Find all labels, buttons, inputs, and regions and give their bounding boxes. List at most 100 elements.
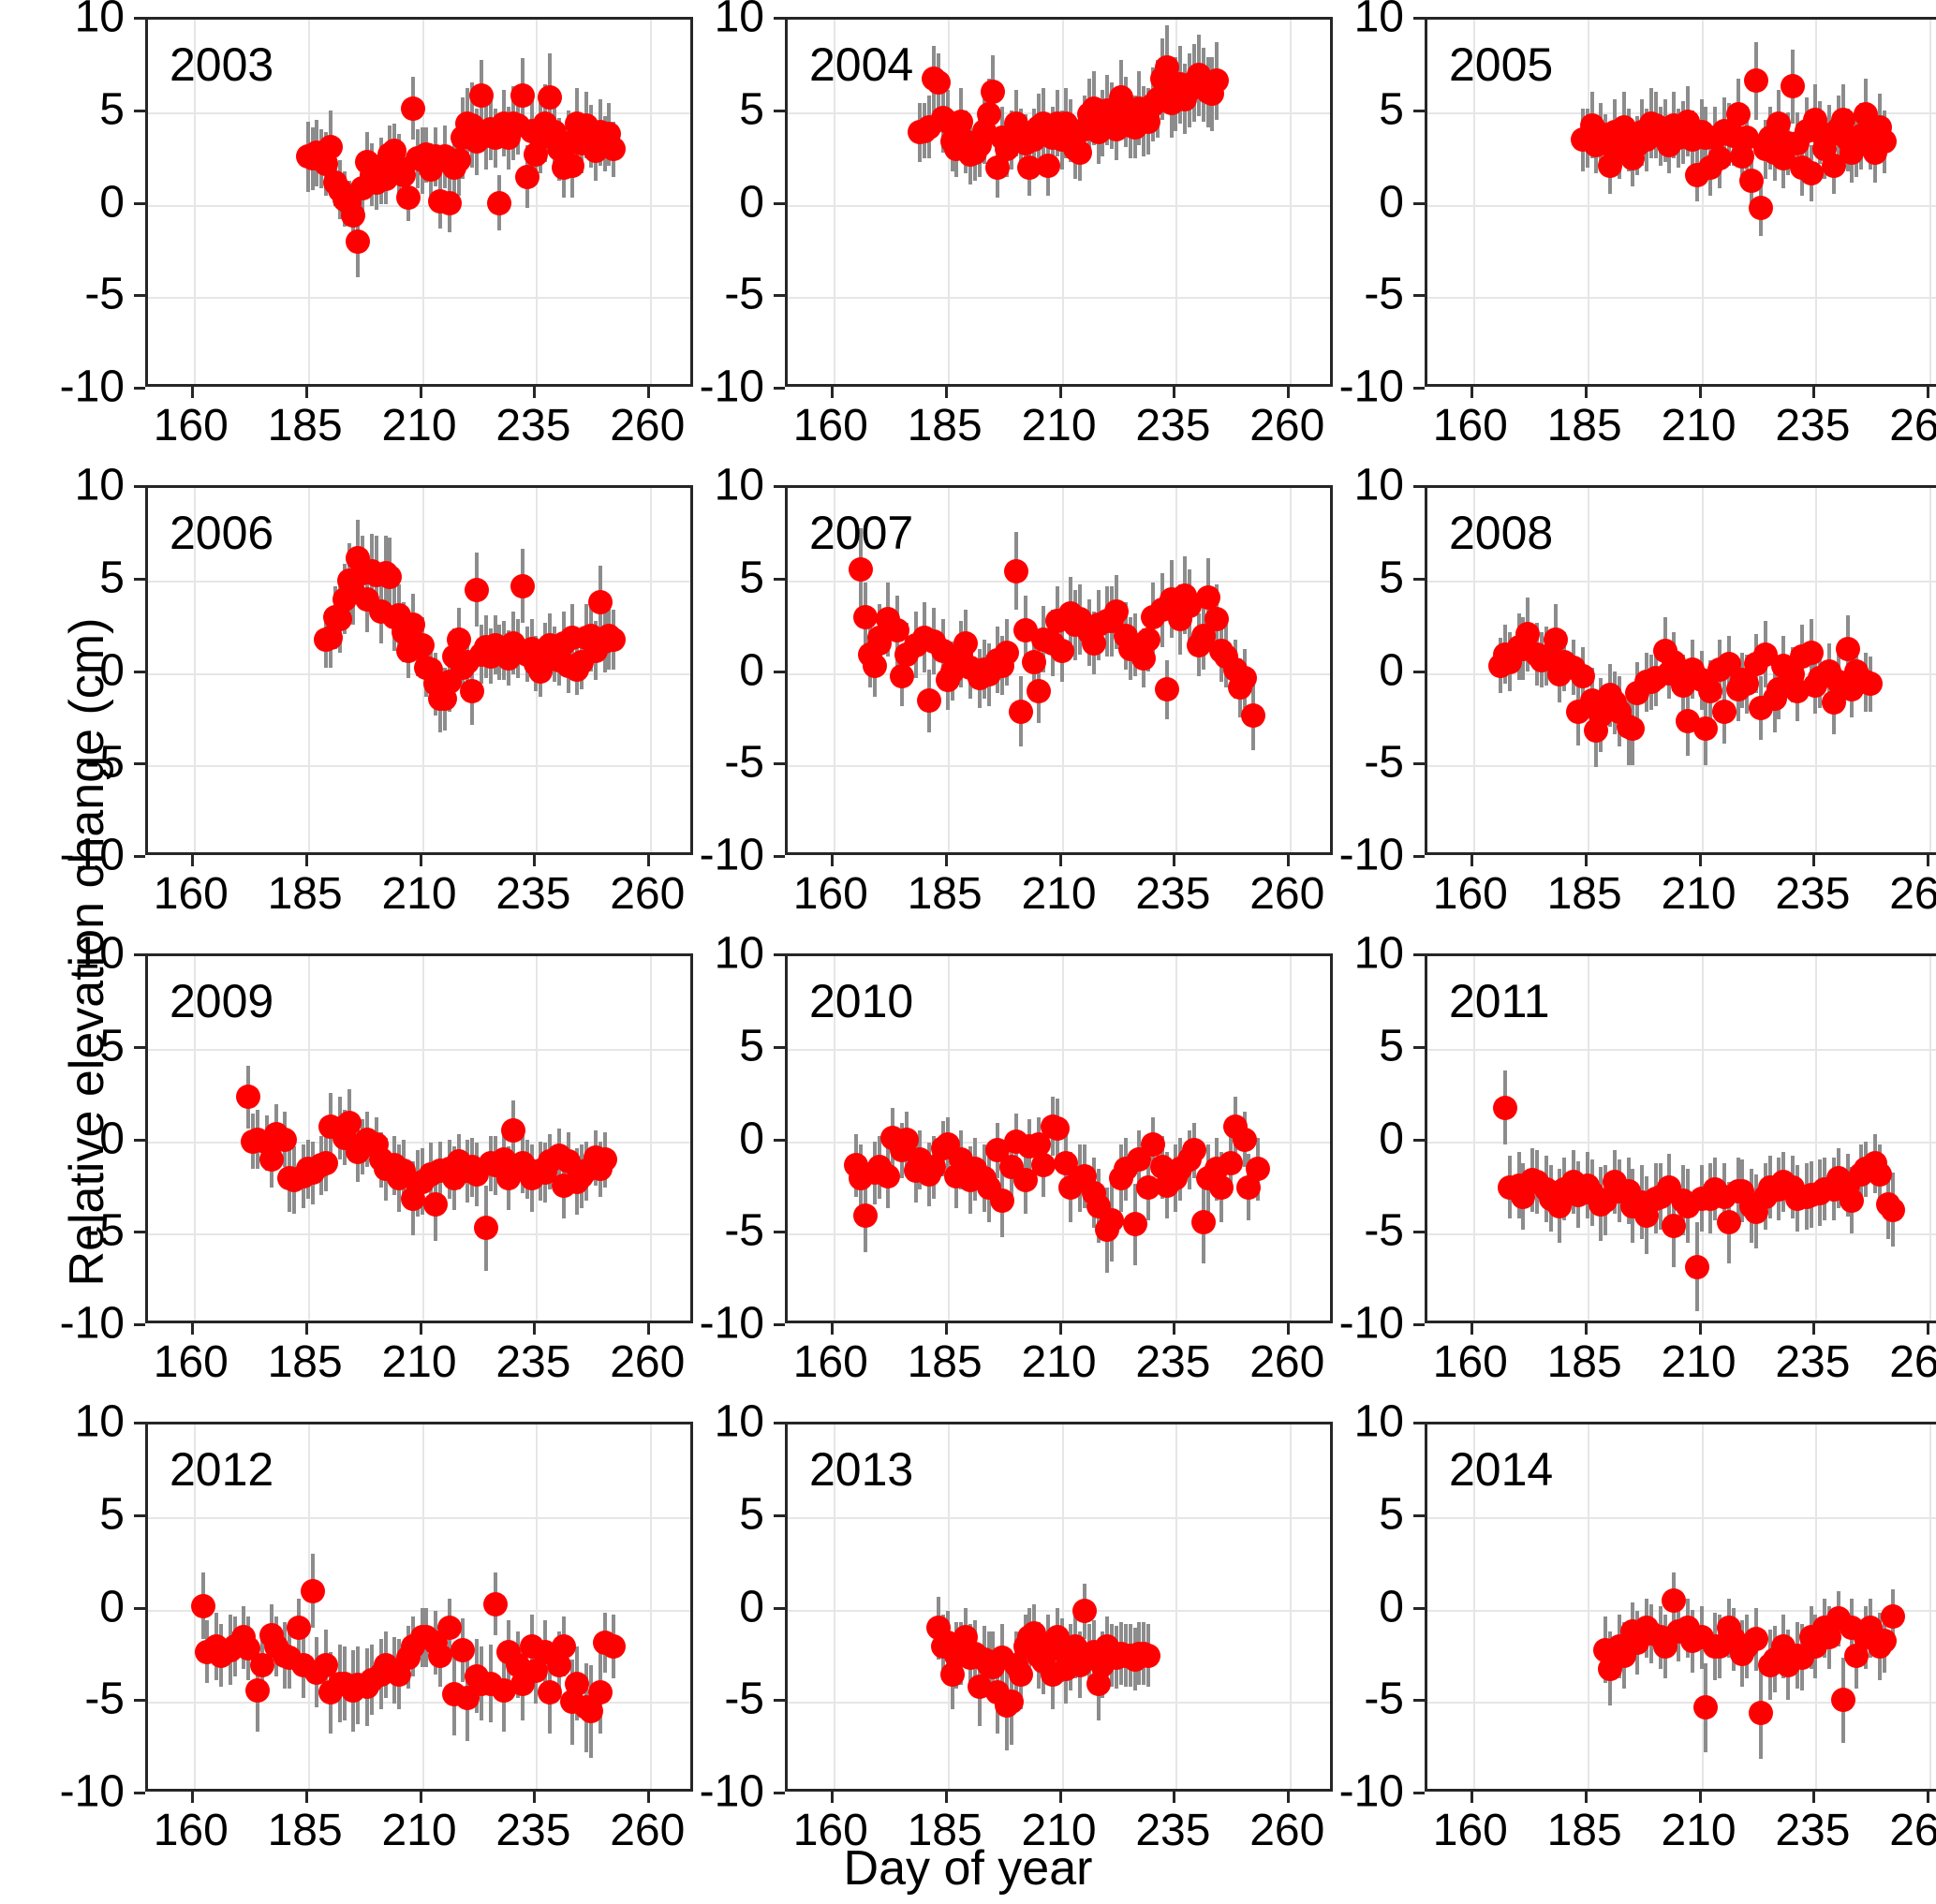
y-tick-label: 10: [74, 928, 125, 979]
x-tick-label: 160: [792, 1337, 868, 1387]
data-point: [460, 679, 485, 704]
x-tick-label: 160: [153, 1337, 229, 1387]
gridline-vertical: [1290, 1424, 1293, 1789]
gridline-vertical: [1175, 956, 1178, 1321]
x-tick-label: 260: [1889, 401, 1936, 450]
x-tick-mark: [1584, 1323, 1588, 1335]
gridline-vertical: [650, 488, 653, 852]
y-tick-label: 10: [1353, 1396, 1404, 1447]
y-tick-mark: [1413, 1323, 1425, 1326]
y-tick-mark: [134, 1513, 145, 1517]
data-point: [487, 190, 512, 215]
panel-2006: 2006 10 5 0 -5 -10 160 185 210 235 260: [60, 461, 693, 919]
gridline-vertical: [1587, 20, 1589, 384]
y-tick-mark: [774, 855, 785, 858]
x-tick-label: 160: [153, 869, 229, 919]
y-tick-label: 0: [739, 177, 764, 227]
data-point: [327, 607, 352, 632]
y-tick-label: 10: [714, 0, 764, 42]
data-point: [473, 1216, 498, 1241]
y-tick-label: 5: [1379, 84, 1404, 135]
gridline-horizontal: [1427, 1141, 1936, 1144]
y-tick-label: -5: [724, 269, 764, 319]
x-tick-mark: [1812, 1792, 1816, 1803]
x-tick-mark: [1173, 1323, 1176, 1335]
data-point: [1246, 1157, 1271, 1182]
data-point: [1173, 583, 1198, 608]
gridline-horizontal: [1427, 1516, 1936, 1519]
data-point: [538, 1680, 562, 1705]
y-tick-label: -10: [1338, 1298, 1404, 1349]
panel-2013: 2013 10 5 0 -5 -10 160 185 210 235 260: [700, 1397, 1333, 1855]
x-tick-label: 160: [1432, 401, 1508, 450]
x-tick-mark: [1584, 855, 1588, 866]
gridline-vertical: [833, 956, 835, 1321]
data-point: [1817, 1625, 1841, 1650]
y-tick-mark: [1413, 1792, 1425, 1794]
data-point: [368, 1147, 393, 1173]
gridline-vertical: [1472, 1424, 1475, 1789]
y-tick-label: -5: [724, 737, 764, 788]
y-tick-label: 5: [739, 1489, 764, 1540]
y-tick-mark: [774, 387, 785, 390]
data-point: [1154, 677, 1179, 702]
x-tick-mark: [190, 1323, 194, 1335]
gridline-vertical: [307, 20, 310, 384]
y-tick-mark: [1413, 670, 1425, 673]
x-tick-label: 185: [267, 869, 343, 919]
data-point: [1711, 699, 1736, 724]
x-tick-mark: [1812, 387, 1816, 398]
data-point: [1543, 627, 1568, 652]
panel-2003: 2003 10 5 0 -5 -10 160 185 210 235 260: [60, 0, 693, 450]
y-tick-mark: [1413, 577, 1425, 581]
data-point: [1748, 196, 1773, 221]
data-point: [446, 148, 471, 173]
x-tick-mark: [1058, 1792, 1062, 1803]
y-tick-label: 0: [1379, 1582, 1404, 1631]
x-tick-label: 210: [1021, 1337, 1097, 1387]
data-point: [925, 70, 951, 96]
x-tick-mark: [830, 387, 834, 398]
data-point: [866, 625, 892, 650]
x-tick-label: 160: [792, 1806, 868, 1855]
y-tick-mark: [1413, 201, 1425, 205]
x-tick-mark: [190, 387, 194, 398]
x-tick-mark: [419, 387, 422, 398]
data-point: [510, 573, 535, 598]
gridline-horizontal: [148, 204, 690, 207]
data-point: [1698, 679, 1723, 704]
data-point: [1781, 74, 1805, 99]
data-point: [1662, 1214, 1687, 1239]
data-point: [1136, 1174, 1161, 1200]
x-tick-label: 260: [610, 401, 686, 450]
y-tick-mark: [774, 1606, 785, 1610]
x-tick-label: 160: [792, 869, 868, 919]
gridline-vertical: [947, 1424, 950, 1789]
x-tick-mark: [1173, 1792, 1176, 1803]
y-tick-mark: [134, 855, 145, 858]
x-tick-mark: [830, 1792, 834, 1803]
x-tick-label: 260: [610, 869, 686, 919]
y-tick-mark: [774, 1323, 785, 1326]
data-point: [1003, 558, 1028, 583]
gridline-vertical: [193, 20, 196, 384]
data-point: [601, 137, 627, 162]
gridline-horizontal: [148, 1516, 690, 1519]
data-point: [1141, 1132, 1165, 1158]
plot-area-2014: [1425, 1422, 1936, 1792]
data-point: [1035, 154, 1060, 179]
y-tick-mark: [1413, 1606, 1425, 1610]
data-point: [1040, 1114, 1065, 1139]
x-tick-label: 160: [1432, 1806, 1508, 1855]
gridline-vertical: [1290, 956, 1293, 1321]
data-point: [971, 1166, 997, 1190]
data-point: [245, 1678, 270, 1704]
y-tick-mark: [134, 577, 145, 581]
data-point: [314, 1151, 339, 1176]
x-tick-mark: [304, 855, 308, 866]
x-tick-label: 260: [1249, 869, 1325, 919]
gridline-vertical: [1472, 956, 1475, 1321]
x-tick-label: 210: [1661, 869, 1736, 919]
y-tick-label: 5: [99, 84, 125, 135]
